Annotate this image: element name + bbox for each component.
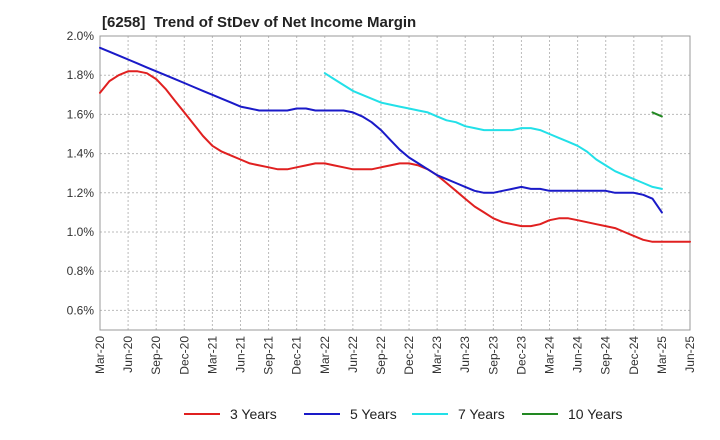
y-tick-label: 0.8% (67, 264, 95, 278)
legend-swatch (412, 413, 448, 415)
series-line-3-years (99, 70, 691, 243)
x-tick-label: Sep-21 (262, 336, 276, 375)
legend-label: 10 Years (568, 406, 623, 422)
x-tick-label: Mar-22 (318, 336, 332, 374)
legend-item-10-years: 10 Years (522, 404, 623, 424)
axes-layer: 0.6% 0.8% 1.0% 1.2% 1.4% 1.6% 1.8% 2.0% Mar-20 Ju… (67, 29, 697, 375)
x-tick-label: Jun-24 (571, 336, 585, 373)
legend-swatch (522, 413, 558, 415)
x-tick-label: Jun-23 (458, 336, 472, 373)
legend-label: 5 Years (350, 406, 397, 422)
x-tick-label: Dec-20 (177, 336, 191, 375)
chart-title: [6258] Trend of StDev of Net Income Marg… (102, 14, 417, 31)
legend-label: 3 Years (230, 406, 277, 422)
series-line-5-years (99, 46, 663, 214)
legend-swatch (184, 413, 220, 415)
x-tick-label: Jun-22 (346, 336, 360, 373)
x-tick-label: Mar-23 (430, 336, 444, 374)
y-tick-label: 1.2% (67, 186, 95, 200)
y-tick-label: 1.6% (67, 107, 95, 121)
legend-item-7-years: 7 Years (412, 404, 505, 424)
x-tick-label: Jun-21 (233, 336, 247, 373)
y-tick-label: 2.0% (67, 29, 95, 43)
legend-item-3-years: 3 Years (184, 404, 277, 424)
x-tick-label: Mar-21 (205, 336, 219, 374)
series-layer (99, 46, 691, 243)
grid-layer (99, 35, 691, 330)
x-tick-label: Mar-20 (93, 336, 107, 374)
series-line-7-years (323, 72, 663, 190)
legend-swatch (304, 413, 340, 415)
x-tick-label: Sep-20 (149, 336, 163, 375)
x-tick-label: Sep-23 (486, 336, 500, 375)
x-tick-label: Dec-23 (514, 336, 528, 375)
legend-label: 7 Years (458, 406, 505, 422)
x-tick-label: Dec-21 (290, 336, 304, 375)
y-tick-label: 1.0% (67, 225, 95, 239)
x-tick-label: Mar-25 (655, 336, 669, 374)
plot-frame (99, 35, 691, 331)
x-tick-label: Jun-20 (121, 336, 135, 373)
y-tick-label: 1.4% (67, 147, 95, 161)
x-tick-label: Mar-24 (543, 336, 557, 374)
y-tick-label: 1.8% (67, 68, 95, 82)
x-tick-label: Sep-24 (599, 336, 613, 375)
x-tick-label: Jun-25 (683, 336, 697, 373)
x-tick-label: Dec-24 (627, 336, 641, 375)
line-chart: 0.6% 0.8% 1.0% 1.2% 1.4% 1.6% 1.8% 2.0% Mar-20 Ju… (67, 29, 697, 375)
legend: 3 Years 5 Years 7 Years 10 Years (0, 404, 720, 424)
legend-item-5-years: 5 Years (304, 404, 397, 424)
series-line-10-years (651, 111, 663, 118)
y-tick-label: 0.6% (67, 303, 95, 317)
x-tick-label: Dec-22 (402, 336, 416, 375)
x-tick-label: Sep-22 (374, 336, 388, 375)
